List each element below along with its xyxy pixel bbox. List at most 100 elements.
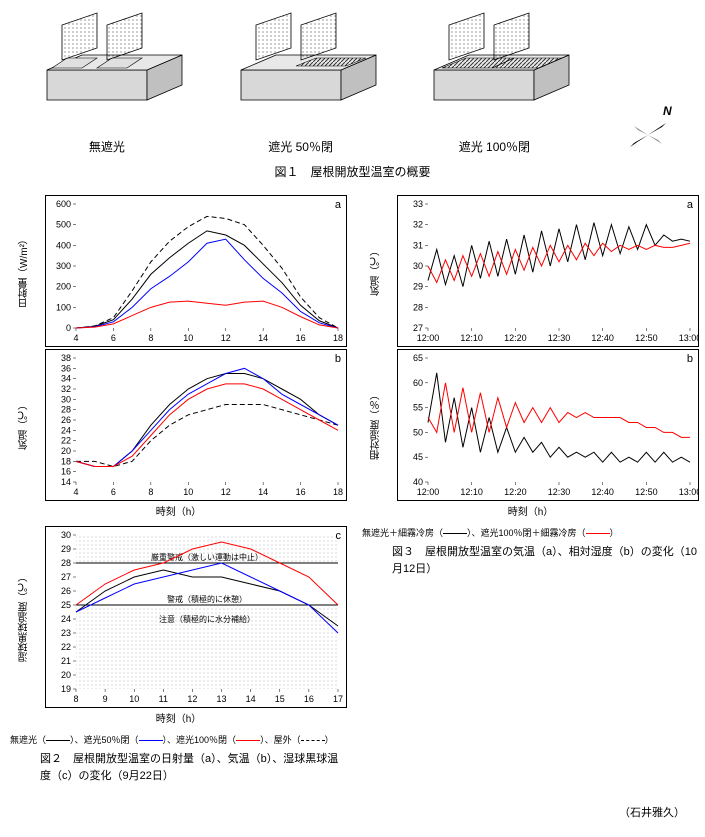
svg-text:12: 12 (221, 487, 231, 497)
svg-text:18: 18 (61, 456, 71, 466)
svg-text:32: 32 (61, 384, 71, 394)
fig1-caption: 図１ 屋根開放型温室の概要 (10, 163, 695, 180)
svg-text:45: 45 (413, 452, 423, 462)
fig3a-ylabel: 気温（℃） (369, 246, 384, 296)
svg-text:16: 16 (61, 467, 71, 477)
fig3-caption: 図３ 屋根開放型温室の気温（a）、相対湿度（b）の変化（10月12日） (392, 544, 699, 577)
svg-text:400: 400 (56, 240, 71, 250)
svg-text:200: 200 (56, 282, 71, 292)
greenhouse-3: 遮光 100％閉 (414, 10, 574, 155)
fig2a-label: a (335, 199, 341, 211)
fig3-column: 気温（℃） a 2728293031323312:0012:1012:2012:… (362, 195, 699, 789)
svg-text:13:00: 13:00 (679, 487, 698, 497)
svg-text:23: 23 (61, 628, 71, 638)
fig2c-label: c (336, 530, 342, 542)
svg-text:10: 10 (183, 333, 193, 343)
svg-text:14: 14 (258, 333, 268, 343)
fig3a-svg: 2728293031323312:0012:1012:2012:3012:401… (398, 196, 698, 346)
svg-text:32: 32 (413, 220, 423, 230)
svg-text:19: 19 (61, 684, 71, 694)
svg-text:24: 24 (61, 614, 71, 624)
svg-text:8: 8 (73, 694, 78, 704)
svg-text:6: 6 (111, 333, 116, 343)
fig2-chart-b: b 14161820222426283032343638468101214161… (45, 349, 347, 501)
fig3b-svg: 40455055606512:0012:1012:2012:3012:4012:… (398, 350, 698, 500)
svg-text:0: 0 (66, 323, 71, 333)
svg-text:6: 6 (111, 487, 116, 497)
svg-text:15: 15 (275, 694, 285, 704)
fig2b-ylabel: 気温（℃） (17, 400, 32, 450)
svg-text:9: 9 (103, 694, 108, 704)
svg-text:注意（積極的に水分補給）: 注意（積極的に水分補給） (159, 614, 255, 624)
svg-text:8: 8 (148, 487, 153, 497)
svg-text:14: 14 (258, 487, 268, 497)
svg-text:12:00: 12:00 (417, 487, 440, 497)
fig3-chart-b: b 40455055606512:0012:1012:2012:3012:401… (397, 349, 699, 501)
svg-text:26: 26 (61, 586, 71, 596)
fig2-caption: 図２ 屋根開放型温室の日射量（a）、気温（b）、湿球黒球温度（c）の変化（9月2… (40, 751, 347, 784)
svg-text:55: 55 (413, 403, 423, 413)
charts-section: 日射量（W/m²） a 0100200300400500600468101214… (10, 195, 695, 789)
svg-text:18: 18 (333, 333, 343, 343)
svg-text:16: 16 (296, 333, 306, 343)
svg-text:28: 28 (61, 558, 71, 568)
fig3b-label: b (687, 353, 693, 365)
svg-text:20: 20 (61, 446, 71, 456)
svg-text:38: 38 (61, 353, 71, 363)
svg-text:12:40: 12:40 (591, 487, 614, 497)
fig2b-label: b (335, 353, 341, 365)
svg-text:12:30: 12:30 (548, 487, 571, 497)
svg-text:17: 17 (333, 694, 343, 704)
svg-text:16: 16 (304, 694, 314, 704)
svg-text:30: 30 (61, 530, 71, 540)
svg-text:4: 4 (73, 487, 78, 497)
svg-text:27: 27 (413, 323, 423, 333)
svg-text:12:10: 12:10 (460, 333, 483, 343)
svg-text:12:50: 12:50 (635, 487, 658, 497)
svg-text:29: 29 (61, 544, 71, 554)
svg-text:600: 600 (56, 199, 71, 209)
svg-text:27: 27 (61, 572, 71, 582)
fig3-chart-a: a 2728293031323312:0012:1012:2012:3012:4… (397, 195, 699, 347)
svg-text:13:00: 13:00 (679, 333, 698, 343)
svg-text:25: 25 (61, 600, 71, 610)
fig3b-ylabel: 相対湿度（％） (369, 390, 384, 460)
svg-text:24: 24 (61, 425, 71, 435)
svg-text:10: 10 (129, 694, 139, 704)
greenhouse-1: 無遮光 (27, 10, 187, 155)
greenhouse-svg-3 (414, 10, 574, 130)
svg-text:31: 31 (413, 240, 423, 250)
compass-icon: N (618, 105, 678, 155)
fig2c-svg: 1920212223242526272829308910111213141516… (46, 527, 346, 707)
author-credit: （石井雅久） (10, 804, 695, 820)
greenhouse-svg-1 (27, 10, 187, 130)
svg-text:22: 22 (61, 642, 71, 652)
svg-text:20: 20 (61, 670, 71, 680)
svg-text:14: 14 (246, 694, 256, 704)
fig3-xlabel: 時刻（h） (362, 503, 699, 518)
svg-text:40: 40 (413, 477, 423, 487)
svg-text:300: 300 (56, 261, 71, 271)
svg-text:500: 500 (56, 220, 71, 230)
svg-text:28: 28 (61, 405, 71, 415)
svg-text:4: 4 (73, 333, 78, 343)
fig2-legend: 無遮光（）、遮光50％閉（）、遮光100％閉（）、屋外（） (10, 733, 347, 746)
svg-text:N: N (663, 105, 672, 118)
svg-text:18: 18 (333, 487, 343, 497)
svg-text:26: 26 (61, 415, 71, 425)
svg-text:12: 12 (187, 694, 197, 704)
svg-text:28: 28 (413, 302, 423, 312)
fig2ab-xlabel: 時刻（h） (10, 503, 347, 518)
svg-text:29: 29 (413, 282, 423, 292)
fig3-legend: 無遮光＋細霧冷房（）、遮光100％閉＋細霧冷房（） (362, 526, 699, 539)
svg-text:13: 13 (217, 694, 227, 704)
svg-text:12:00: 12:00 (417, 333, 440, 343)
svg-text:16: 16 (296, 487, 306, 497)
fig2c-ylabel: 湿球黒球温度（℃） (17, 572, 32, 662)
greenhouse-label-2: 遮光 50％閉 (221, 138, 381, 155)
svg-text:警戒（積極的に休憩）: 警戒（積極的に休憩） (167, 594, 247, 604)
greenhouse-2: 遮光 50％閉 (221, 10, 381, 155)
greenhouse-label-1: 無遮光 (27, 138, 187, 155)
fig2b-svg: 141618202224262830323436384681012141618 (46, 350, 346, 500)
fig2a-svg: 01002003004005006004681012141618 (46, 196, 346, 346)
